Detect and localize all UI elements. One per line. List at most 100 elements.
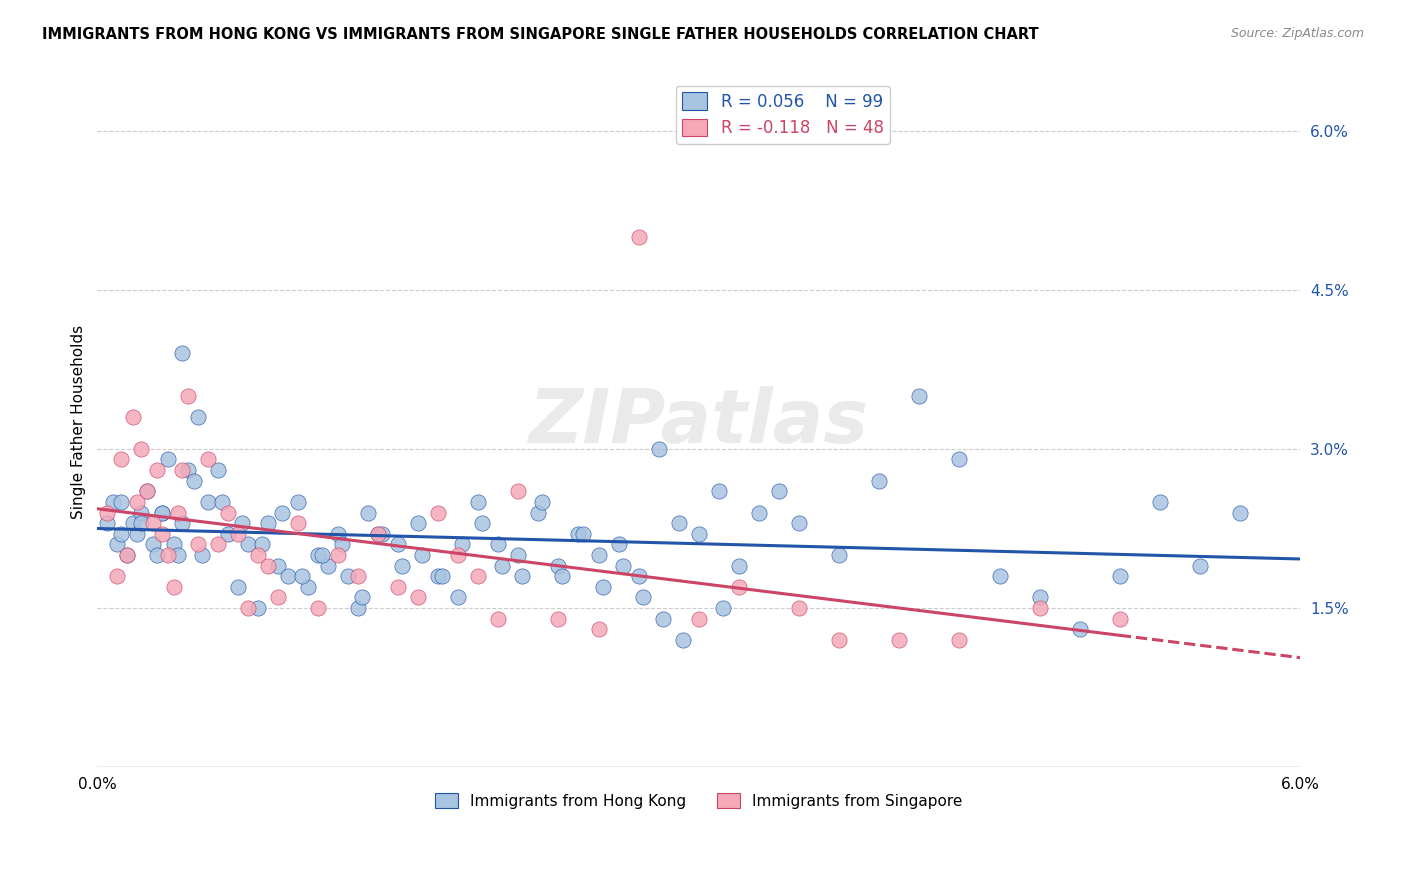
Point	[627, 569, 650, 583]
Point	[162, 580, 184, 594]
Point	[170, 516, 193, 531]
Point	[508, 484, 530, 499]
Point	[326, 548, 349, 562]
Point	[217, 506, 239, 520]
Point	[486, 612, 509, 626]
Point	[491, 558, 513, 573]
Text: Source: ZipAtlas.com: Source: ZipAtlas.com	[1230, 27, 1364, 40]
Point	[627, 229, 650, 244]
Point	[150, 526, 173, 541]
Point	[131, 506, 153, 520]
Point	[110, 495, 132, 509]
Point	[672, 632, 695, 647]
Point	[217, 526, 239, 541]
Point	[187, 410, 209, 425]
Point	[246, 548, 269, 562]
Point	[122, 410, 145, 425]
Point	[668, 516, 690, 531]
Point	[311, 548, 333, 562]
Point	[889, 632, 911, 647]
Point	[551, 569, 574, 583]
Point	[256, 516, 278, 531]
Point	[336, 569, 359, 583]
Point	[631, 591, 654, 605]
Point	[105, 537, 128, 551]
Point	[612, 558, 634, 573]
Point	[787, 516, 810, 531]
Point	[647, 442, 669, 456]
Point	[350, 591, 373, 605]
Point	[411, 548, 433, 562]
Point	[316, 558, 339, 573]
Point	[176, 389, 198, 403]
Point	[103, 495, 125, 509]
Point	[547, 558, 569, 573]
Point	[948, 452, 970, 467]
Point	[127, 495, 149, 509]
Point	[156, 548, 179, 562]
Point	[427, 569, 450, 583]
Point	[391, 558, 413, 573]
Point	[156, 452, 179, 467]
Point	[988, 569, 1011, 583]
Point	[1069, 622, 1091, 636]
Point	[270, 506, 292, 520]
Point	[117, 548, 139, 562]
Point	[467, 569, 489, 583]
Point	[197, 452, 219, 467]
Text: IMMIGRANTS FROM HONG KONG VS IMMIGRANTS FROM SINGAPORE SINGLE FATHER HOUSEHOLDS : IMMIGRANTS FROM HONG KONG VS IMMIGRANTS …	[42, 27, 1039, 42]
Point	[297, 580, 319, 594]
Point	[170, 346, 193, 360]
Point	[1028, 591, 1050, 605]
Point	[787, 601, 810, 615]
Point	[451, 537, 474, 551]
Point	[307, 601, 329, 615]
Point	[226, 580, 249, 594]
Point	[828, 632, 851, 647]
Point	[447, 591, 470, 605]
Point	[367, 526, 389, 541]
Point	[150, 506, 173, 520]
Point	[430, 569, 453, 583]
Point	[166, 506, 188, 520]
Point	[267, 558, 290, 573]
Point	[236, 537, 259, 551]
Point	[387, 580, 409, 594]
Point	[728, 558, 751, 573]
Point	[170, 463, 193, 477]
Point	[146, 463, 169, 477]
Point	[166, 548, 188, 562]
Point	[330, 537, 353, 551]
Point	[728, 580, 751, 594]
Point	[267, 591, 290, 605]
Point	[207, 463, 229, 477]
Point	[291, 569, 314, 583]
Point	[1028, 601, 1050, 615]
Point	[236, 601, 259, 615]
Point	[127, 526, 149, 541]
Point	[176, 463, 198, 477]
Point	[868, 474, 890, 488]
Point	[1108, 569, 1130, 583]
Point	[1229, 506, 1251, 520]
Point	[371, 526, 394, 541]
Point	[406, 591, 429, 605]
Legend: Immigrants from Hong Kong, Immigrants from Singapore: Immigrants from Hong Kong, Immigrants fr…	[429, 787, 969, 814]
Point	[105, 569, 128, 583]
Point	[131, 442, 153, 456]
Point	[367, 526, 389, 541]
Point	[142, 537, 165, 551]
Point	[211, 495, 233, 509]
Point	[651, 612, 673, 626]
Point	[571, 526, 593, 541]
Point	[307, 548, 329, 562]
Point	[246, 601, 269, 615]
Point	[131, 516, 153, 531]
Point	[122, 516, 145, 531]
Point	[1149, 495, 1171, 509]
Y-axis label: Single Father Households: Single Father Households	[72, 326, 86, 519]
Point	[707, 484, 730, 499]
Point	[183, 474, 205, 488]
Point	[467, 495, 489, 509]
Point	[447, 548, 470, 562]
